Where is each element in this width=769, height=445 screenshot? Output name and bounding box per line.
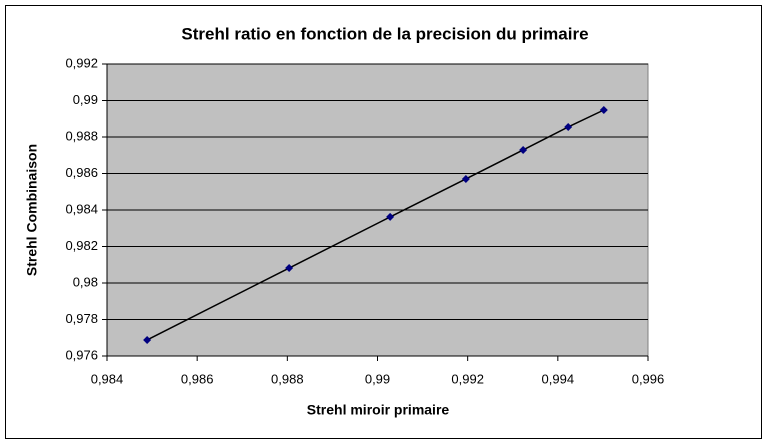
y-tick-label: 0,982 <box>65 238 98 253</box>
x-tick-label: 0,988 <box>271 371 304 386</box>
y-tick-label: 0,986 <box>65 165 98 180</box>
y-tick-label: 0,978 <box>65 311 98 326</box>
x-tick-label: 0,984 <box>91 371 124 386</box>
x-axis-label: Strehl miroir primaire <box>307 402 450 418</box>
x-tick-label: 0,996 <box>632 371 665 386</box>
y-tick-label: 0,99 <box>73 92 98 107</box>
point <box>461 174 470 183</box>
y-tick-label: 0,992 <box>65 55 98 70</box>
x-tick-label: 0,986 <box>181 371 214 386</box>
point <box>564 122 573 131</box>
x-tick-label: 0,994 <box>542 371 575 386</box>
y-tick-label: 0,976 <box>65 347 98 362</box>
y-tick-label: 0,988 <box>65 128 98 143</box>
point <box>285 264 294 273</box>
point <box>143 335 152 344</box>
point <box>599 105 608 114</box>
y-axis-label: Strehl Combinaison <box>24 144 40 276</box>
x-tick-label: 0,992 <box>451 371 484 386</box>
point <box>519 145 528 154</box>
point <box>386 212 395 221</box>
y-tick-label: 0,98 <box>73 274 98 289</box>
x-tick-label: 0,99 <box>365 371 390 386</box>
y-tick-label: 0,984 <box>65 201 98 216</box>
chart-title: Strehl ratio en fonction de la precision… <box>181 24 588 43</box>
